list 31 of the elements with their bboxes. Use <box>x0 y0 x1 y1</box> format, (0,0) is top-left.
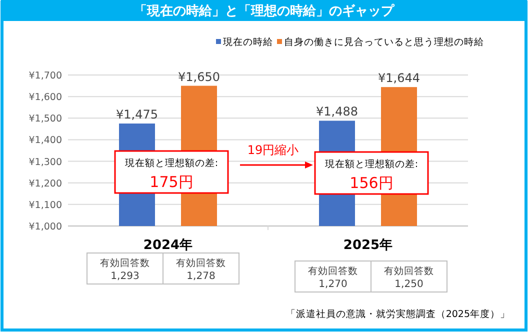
data-label: ¥1,488 <box>316 104 358 119</box>
y-tick-label: ¥1,700 <box>28 70 62 82</box>
legend-label: 自身の働きに見合っていると思う理想の時給 <box>284 36 484 48</box>
text: 1,293 <box>110 271 140 282</box>
y-tick-label: ¥1,300 <box>28 156 62 168</box>
text: 有効回答数 <box>176 257 226 269</box>
annotation: 156円 <box>350 174 394 192</box>
y-tick-label: ¥1,000 <box>28 222 62 232</box>
text: 有効回答数 <box>384 265 434 277</box>
x-tick-label: 2025年 <box>343 238 393 253</box>
data-label: ¥1,644 <box>378 71 420 86</box>
y-tick-label: ¥1,500 <box>28 114 62 125</box>
data-label: ¥1,650 <box>178 70 220 84</box>
y-tick-label: ¥1,200 <box>28 178 62 190</box>
legend-label: 現在の時給 <box>223 36 273 48</box>
text: 1,278 <box>186 271 216 282</box>
text: 有効回答数 <box>100 257 150 269</box>
text: 1,250 <box>394 279 424 290</box>
x-tick-label: 2024年 <box>143 238 193 253</box>
text: 1,270 <box>318 279 348 290</box>
text: 「派遣社員の意識・就労実態調査（2025年度）」 <box>286 308 510 320</box>
y-tick-label: ¥1,600 <box>28 92 62 104</box>
annotation: 現在額と理想額の差: <box>324 158 418 170</box>
data-label: ¥1,475 <box>116 108 158 122</box>
annotation: 現在額と理想額の差: <box>124 157 218 169</box>
text: 有効回答数 <box>308 265 358 277</box>
y-tick-label: ¥1,400 <box>28 135 62 146</box>
y-tick-label: ¥1,100 <box>28 200 62 211</box>
annotation: 19円縮小 <box>247 143 299 157</box>
annotation: 175円 <box>150 173 194 191</box>
chart-title: 「現在の時給」と「理想の時給」のギャップ <box>134 3 395 19</box>
